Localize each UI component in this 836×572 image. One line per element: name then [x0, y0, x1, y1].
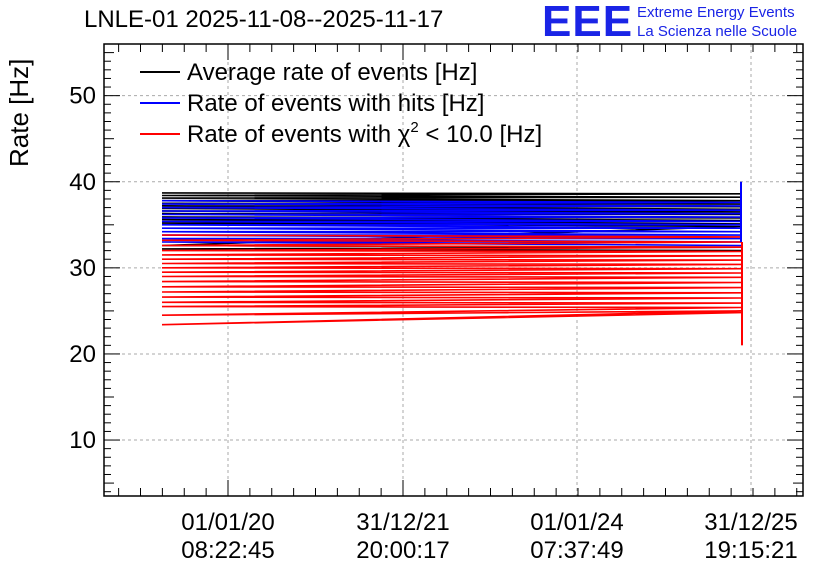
plot-frame — [103, 43, 804, 497]
x-tick-label-time: 20:00:17 — [356, 537, 449, 564]
eee-logo-text: Extreme Energy Events La Scienza nelle S… — [637, 3, 797, 41]
legend-label-average: Average rate of events [Hz] — [187, 59, 477, 86]
y-tick-label: 10 — [69, 427, 96, 454]
y-tick-label: 40 — [69, 169, 96, 196]
eee-logo-mark: EEE — [542, 0, 634, 46]
x-tick-label-date: 31/12/21 — [356, 509, 449, 536]
y-tick-label: 50 — [69, 83, 96, 110]
y-tick-label: 30 — [69, 255, 96, 282]
x-tick-label-date: 31/12/25 — [704, 509, 797, 536]
y-tick-label: 20 — [69, 341, 96, 368]
series-line-3 — [161, 234, 742, 326]
logo-line-2: La Scienza nelle Scuole — [637, 23, 798, 40]
x-tick-label-time: 08:22:45 — [181, 537, 274, 564]
x-tick-label-date: 01/01/24 — [530, 509, 623, 536]
legend-label-hits: Rate of events with hits [Hz] — [187, 90, 484, 117]
x-tick-label-time: 19:15:21 — [704, 537, 797, 564]
legend-label-chi2: Rate of events with χ2 < 10.0 [Hz] — [187, 119, 542, 148]
x-tick-label-time: 07:37:49 — [530, 537, 623, 564]
logo-line-1: Extreme Energy Events — [637, 4, 795, 21]
x-tick-label-date: 01/01/20 — [181, 509, 274, 536]
chart-title: LNLE-01 2025-11-08--2025-11-17 — [84, 6, 444, 33]
